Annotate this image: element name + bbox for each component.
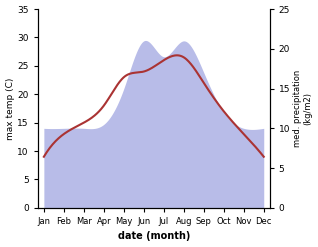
Y-axis label: max temp (C): max temp (C) [5, 77, 15, 140]
X-axis label: date (month): date (month) [118, 231, 190, 242]
Y-axis label: med. precipitation
(kg/m2): med. precipitation (kg/m2) [293, 70, 313, 147]
